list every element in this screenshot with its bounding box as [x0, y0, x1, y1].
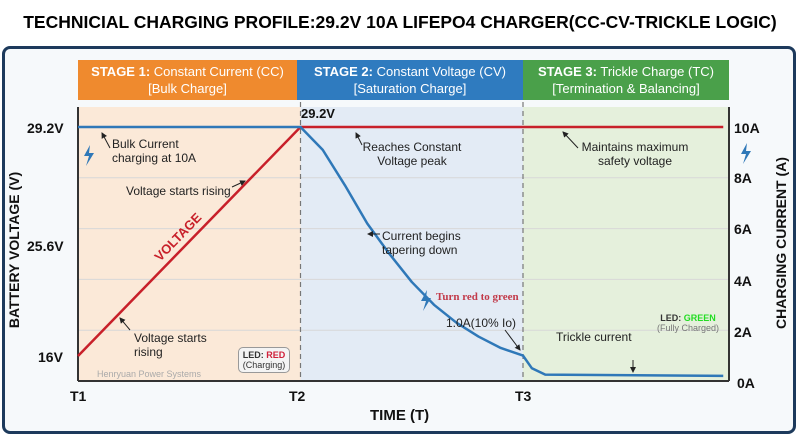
y2-tick: 8A	[734, 170, 752, 186]
y2-tick: 4A	[734, 273, 752, 289]
annotation-maintain: Maintains maximum safety voltage	[581, 140, 689, 168]
annotation-trickle: Trickle current	[556, 330, 632, 344]
lightning-icon	[741, 143, 751, 164]
stage-sub: [Saturation Charge]	[353, 81, 467, 96]
stage-name: Constant Current (CC)	[153, 64, 284, 79]
stage-sub: [Termination & Balancing]	[552, 81, 700, 96]
annotation-arrow	[355, 132, 363, 146]
led-color: RED	[266, 350, 286, 360]
stage-name: Constant Voltage (CV)	[376, 64, 506, 79]
annotation-bulk: Bulk Current charging at 10A	[112, 137, 197, 165]
led-green-badge: LED: GREEN (Fully Charged)	[652, 313, 724, 333]
annotation-arrow	[504, 329, 521, 351]
y2-tick: 0A	[737, 375, 755, 391]
stage-name: Trickle Charge (TC)	[600, 64, 715, 79]
x-tick: T3	[515, 388, 532, 404]
annotation-cutoff: 1.0A(10% Io)	[446, 316, 517, 330]
chart-title: TECHNICIAL CHARGING PROFILE:29.2V 10A LI…	[23, 12, 777, 32]
x-tick: T1	[70, 388, 87, 404]
stage-1-bg	[78, 107, 301, 381]
led-state: (Fully Charged)	[656, 323, 720, 333]
annotation-arrow	[119, 317, 131, 331]
stage-1-header: STAGE 1: Constant Current (CC) [Bulk Char…	[78, 60, 297, 100]
y2-tick: 2A	[734, 324, 752, 340]
led-prefix: LED:	[242, 350, 264, 360]
annotation-taper: Current begins tapering down	[382, 229, 461, 257]
led-prefix: LED:	[660, 313, 682, 323]
peak-label: 29.2V	[301, 106, 335, 121]
annotation-arrow	[231, 180, 246, 188]
y2-tick: 6A	[734, 221, 752, 237]
stage-label: STAGE 2:	[314, 64, 373, 79]
x-tick: T2	[289, 388, 306, 404]
y-tick: 16V	[38, 349, 63, 365]
current-line	[78, 125, 724, 378]
annotation-arrow	[101, 132, 111, 149]
stage-3-bg	[523, 107, 729, 381]
annotation-rise-low: Voltage starts rising	[134, 331, 207, 359]
annotation-peak: Reaches Constant Voltage peak	[362, 140, 462, 168]
annotation-rise: Voltage starts rising	[126, 184, 231, 198]
led-state: (Charging)	[242, 360, 286, 370]
annotation-turn: Turn red to green	[436, 291, 519, 303]
y-axis-label: BATTERY VOLTAGE (V)	[6, 171, 22, 329]
watermark: Henryuan Power Systems	[97, 369, 202, 379]
annotation-arrow	[562, 131, 579, 149]
y2-axis-label: CHARGING CURRENT (A)	[772, 157, 789, 329]
led-red-badge: LED: RED (Charging)	[238, 347, 290, 373]
y2-tick: 10A	[734, 120, 760, 136]
stage-3-header: STAGE 3: Trickle Charge (TC) [Termination…	[523, 60, 729, 100]
x-axis-label: TIME (T)	[370, 407, 430, 424]
stage-2-bg	[300, 107, 523, 381]
stage-label: STAGE 1:	[91, 64, 151, 79]
lightning-icon	[421, 290, 431, 311]
stage-sub: [Bulk Charge]	[148, 81, 227, 96]
stage-2-header: STAGE 2: Constant Voltage (CV) [Saturatio…	[297, 60, 523, 100]
lightning-icon	[84, 145, 94, 166]
y-tick: 29.2V	[27, 120, 64, 136]
stage-label: STAGE 3:	[537, 64, 597, 79]
y-tick: 25.6V	[27, 238, 64, 254]
led-color: GREEN	[683, 313, 716, 323]
